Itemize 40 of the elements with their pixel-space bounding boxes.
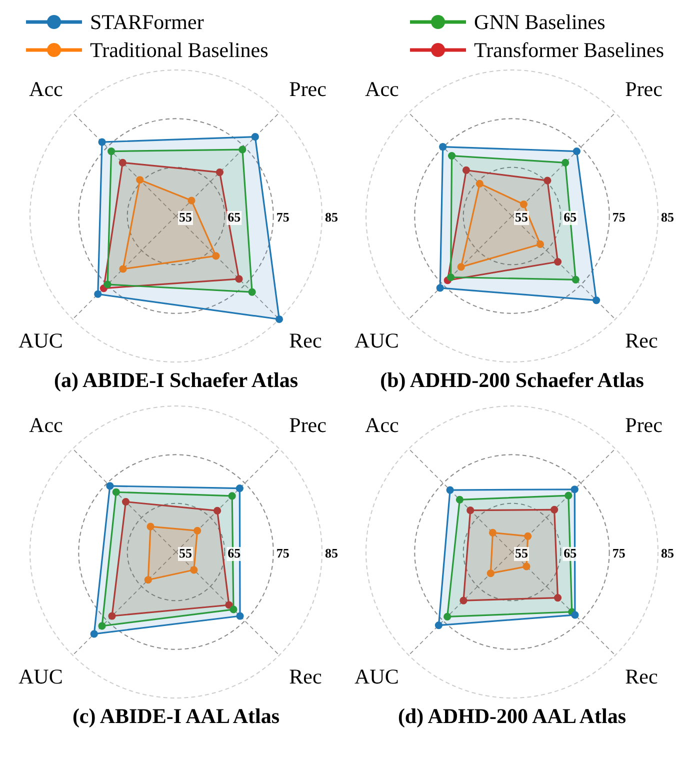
spoke-label: Prec xyxy=(625,76,662,101)
text: (d) ADHD-200 AAL Atlas xyxy=(398,704,626,730)
text: (a) ABIDE-I Schaefer Atlas xyxy=(54,368,298,394)
y-tick-label: 85 xyxy=(661,545,674,560)
y-tick-label: 55 xyxy=(179,545,192,560)
spoke-label: AUC xyxy=(354,328,399,352)
spoke-label: Acc xyxy=(365,412,399,437)
y-tick-label: 75 xyxy=(276,209,290,224)
spoke-label: Rec xyxy=(625,328,658,352)
y-tick-label: 85 xyxy=(325,545,338,560)
y-tick-label: 75 xyxy=(612,545,626,560)
spoke-label: AUC xyxy=(354,664,399,688)
y-tick-label: 55 xyxy=(179,209,192,224)
spoke-label: Rec xyxy=(289,328,322,352)
y-tick-label: 55 xyxy=(515,209,528,224)
spoke-label: Acc xyxy=(365,76,399,101)
y-tick-label: 65 xyxy=(228,209,242,224)
text: (c) ABIDE-I AAL Atlas xyxy=(72,704,280,730)
y-tick-label: 85 xyxy=(325,209,338,224)
spoke-label: Acc xyxy=(29,76,63,101)
legend-label: GNN Baselines xyxy=(474,10,606,34)
spoke-label: Acc xyxy=(29,412,63,437)
y-tick-label: 65 xyxy=(228,545,242,560)
y-tick-label: 65 xyxy=(564,545,578,560)
spoke-label: Prec xyxy=(289,76,326,101)
legend-label: STARFormer xyxy=(90,10,204,34)
y-tick-label: 65 xyxy=(564,209,578,224)
spoke-label: Rec xyxy=(289,664,322,688)
legend-label: Transformer Baselines xyxy=(474,38,664,62)
spoke-label: Prec xyxy=(625,412,662,437)
spoke-label: AUC xyxy=(18,664,63,688)
text: (b) ADHD-200 Schaefer Atlas xyxy=(380,368,644,394)
spoke-label: AUC xyxy=(18,328,63,352)
spoke-label: Prec xyxy=(289,412,326,437)
spoke-label: Rec xyxy=(625,664,658,688)
y-tick-label: 55 xyxy=(515,545,528,560)
y-tick-label: 85 xyxy=(661,209,674,224)
legend-label: Traditional Baselines xyxy=(90,38,268,62)
y-tick-label: 75 xyxy=(276,545,290,560)
y-tick-label: 75 xyxy=(612,209,626,224)
